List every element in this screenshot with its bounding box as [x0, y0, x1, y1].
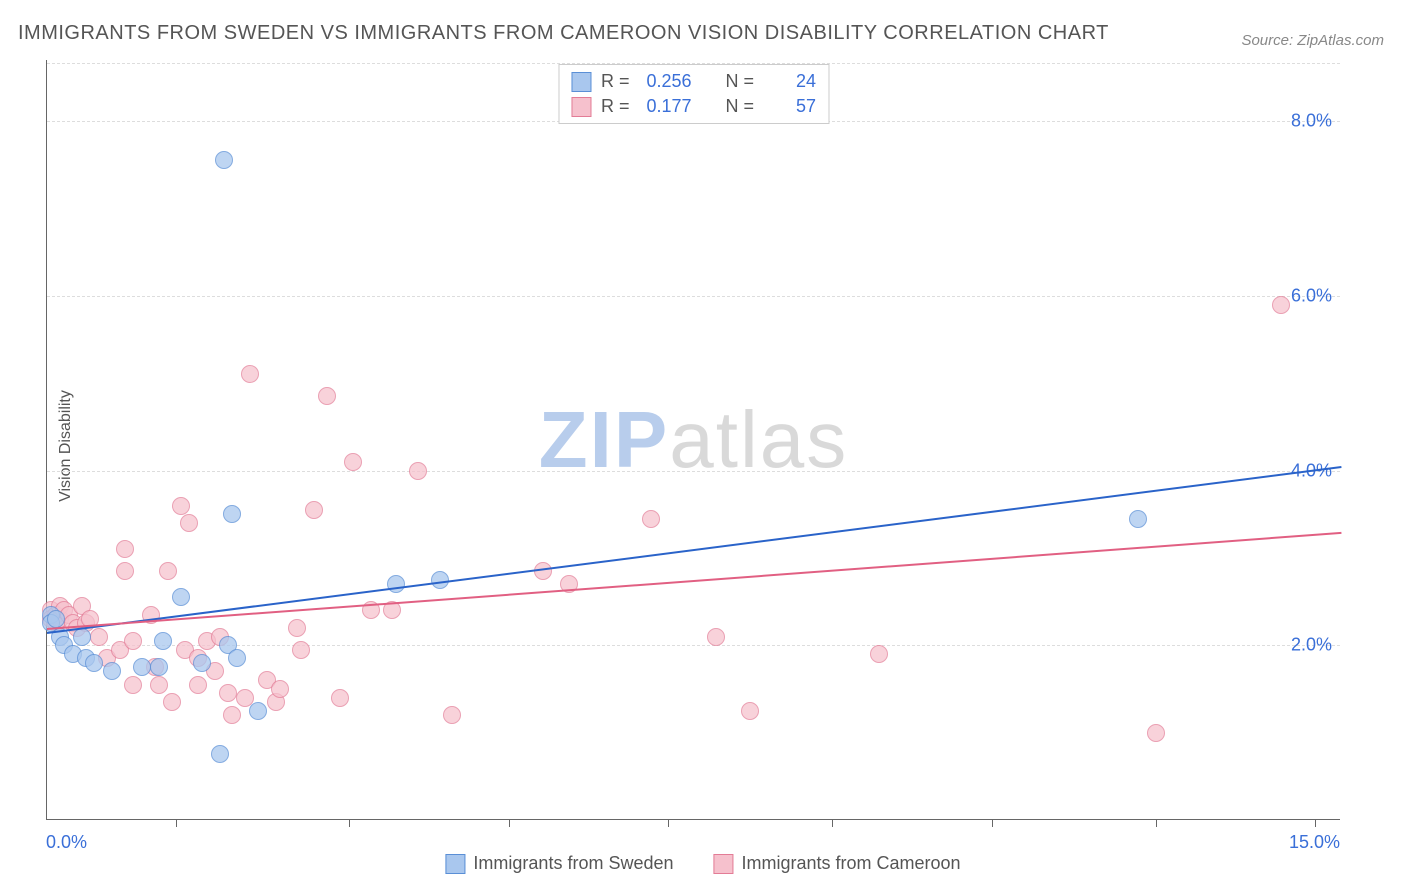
- scatter-point: [387, 575, 405, 593]
- scatter-point: [271, 680, 289, 698]
- r-label: R =: [601, 96, 630, 117]
- scatter-point: [116, 540, 134, 558]
- x-axis-min-label: 0.0%: [46, 832, 87, 853]
- y-tick-label: 8.0%: [1291, 111, 1332, 132]
- scatter-point: [292, 641, 310, 659]
- x-axis-max-label: 15.0%: [1289, 832, 1340, 853]
- n-label: N =: [726, 71, 755, 92]
- legend-item: Immigrants from Sweden: [445, 853, 673, 874]
- scatter-point: [331, 689, 349, 707]
- scatter-point: [154, 632, 172, 650]
- scatter-point: [163, 693, 181, 711]
- x-tick: [349, 819, 350, 827]
- y-tick-label: 2.0%: [1291, 635, 1332, 656]
- legend-swatch: [714, 854, 734, 874]
- scatter-point: [443, 706, 461, 724]
- scatter-point: [124, 676, 142, 694]
- trend-line: [47, 466, 1341, 634]
- x-tick: [832, 819, 833, 827]
- scatter-point: [189, 676, 207, 694]
- scatter-point: [241, 365, 259, 383]
- r-value: 0.256: [640, 71, 692, 92]
- scatter-point: [172, 588, 190, 606]
- gridline: [47, 471, 1340, 472]
- gridline: [47, 296, 1340, 297]
- scatter-point: [172, 497, 190, 515]
- y-tick-label: 6.0%: [1291, 285, 1332, 306]
- stats-box: R = 0.256 N = 24 R = 0.177 N = 57: [558, 64, 829, 124]
- scatter-point: [249, 702, 267, 720]
- scatter-point: [133, 658, 151, 676]
- r-label: R =: [601, 71, 630, 92]
- x-tick: [509, 819, 510, 827]
- scatter-point: [193, 654, 211, 672]
- x-tick: [176, 819, 177, 827]
- scatter-point: [47, 610, 65, 628]
- scatter-point: [1272, 296, 1290, 314]
- scatter-point: [180, 514, 198, 532]
- r-value: 0.177: [640, 96, 692, 117]
- scatter-point: [318, 387, 336, 405]
- scatter-point: [288, 619, 306, 637]
- bottom-legend: Immigrants from Sweden Immigrants from Ca…: [445, 853, 960, 874]
- scatter-point: [409, 462, 427, 480]
- legend-swatch: [445, 854, 465, 874]
- scatter-point: [90, 628, 108, 646]
- scatter-point: [1147, 724, 1165, 742]
- gridline: [47, 645, 1340, 646]
- scatter-point: [228, 649, 246, 667]
- scatter-point: [159, 562, 177, 580]
- trend-line: [47, 532, 1341, 630]
- scatter-point: [870, 645, 888, 663]
- n-value: 24: [764, 71, 816, 92]
- scatter-point: [219, 684, 237, 702]
- source-label: Source: ZipAtlas.com: [1241, 32, 1384, 49]
- scatter-point: [642, 510, 660, 528]
- scatter-point: [116, 562, 134, 580]
- legend-item: Immigrants from Cameroon: [714, 853, 961, 874]
- scatter-point: [223, 505, 241, 523]
- scatter-point: [85, 654, 103, 672]
- scatter-point: [741, 702, 759, 720]
- x-tick: [1315, 819, 1316, 827]
- stats-row: R = 0.177 N = 57: [571, 94, 816, 119]
- scatter-point: [707, 628, 725, 646]
- legend-swatch: [571, 72, 591, 92]
- watermark: ZIPatlas: [539, 394, 848, 486]
- n-label: N =: [726, 96, 755, 117]
- scatter-point: [103, 662, 121, 680]
- scatter-point: [223, 706, 241, 724]
- scatter-point: [150, 676, 168, 694]
- scatter-point: [344, 453, 362, 471]
- legend-swatch: [571, 97, 591, 117]
- plot-area: ZIPatlas R = 0.256 N = 24 R = 0.177 N = 57 2.0%…: [46, 60, 1340, 820]
- legend-label: Immigrants from Cameroon: [742, 853, 961, 874]
- n-value: 57: [764, 96, 816, 117]
- stats-row: R = 0.256 N = 24: [571, 69, 816, 94]
- chart-title: IMMIGRANTS FROM SWEDEN VS IMMIGRANTS FRO…: [18, 22, 1109, 45]
- x-tick: [668, 819, 669, 827]
- scatter-point: [150, 658, 168, 676]
- scatter-point: [1129, 510, 1147, 528]
- x-tick: [1156, 819, 1157, 827]
- scatter-point: [211, 745, 229, 763]
- scatter-point: [215, 151, 233, 169]
- x-tick: [992, 819, 993, 827]
- scatter-point: [305, 501, 323, 519]
- legend-label: Immigrants from Sweden: [473, 853, 673, 874]
- scatter-point: [124, 632, 142, 650]
